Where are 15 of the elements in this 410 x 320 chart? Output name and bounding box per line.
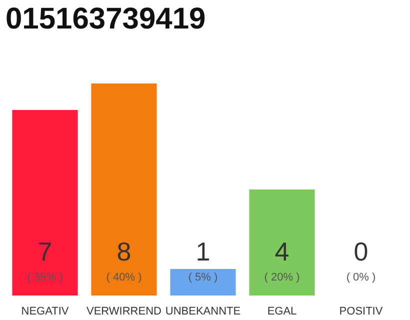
bar — [249, 190, 315, 296]
bar — [91, 84, 157, 296]
x-tick-label: VERWIRREND — [86, 306, 162, 318]
x-tick-label: NEGATIV — [21, 306, 70, 318]
bar — [12, 110, 78, 296]
x-tick-label: POSITIV — [339, 306, 384, 318]
data-label: 0 ( 0% ) — [346, 236, 376, 284]
data-label: 8 ( 40% ) — [106, 236, 142, 284]
data-label: 7 ( 35% ) — [27, 236, 63, 284]
x-tick-label: UNBEKANNTE — [165, 306, 241, 318]
bar — [170, 269, 236, 296]
data-label: 4 ( 20% ) — [264, 236, 300, 284]
x-tick-label: EGAL — [267, 306, 297, 318]
data-label: 1 ( 5% ) — [188, 236, 218, 284]
chart-title: 015163739419 — [6, 2, 206, 36]
